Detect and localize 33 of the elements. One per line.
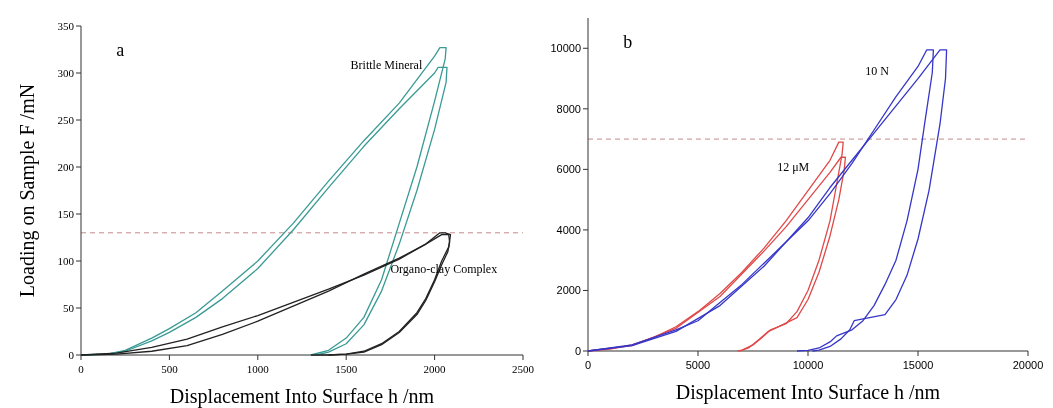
x-axis-title: Displacement Into Surface h /nm bbox=[675, 381, 941, 404]
y-tick-label: 2000 bbox=[556, 284, 581, 297]
y-tick-label: 250 bbox=[57, 114, 75, 126]
y-tick-label: 50 bbox=[63, 302, 75, 314]
x-tick-label: 0 bbox=[584, 359, 592, 371]
x-tick-label: 0 bbox=[78, 363, 85, 375]
x-tick-label: 10000 bbox=[792, 359, 824, 371]
y-tick-label: 10000 bbox=[550, 42, 581, 55]
y-tick-label: 350 bbox=[57, 20, 75, 32]
annotation: Brittle Mineral bbox=[350, 57, 423, 72]
x-tick-label: 2000 bbox=[423, 363, 447, 375]
y-tick-label: 4000 bbox=[556, 223, 581, 236]
x-tick-label: 20000 bbox=[1012, 359, 1044, 371]
x-axis-title: Displacement Into Surface h /nm bbox=[169, 385, 435, 408]
annotation: a bbox=[116, 39, 125, 60]
y-tick-label: 200 bbox=[57, 161, 75, 173]
x-tick-label: 15000 bbox=[902, 359, 934, 371]
y-tick-label: 8000 bbox=[556, 102, 581, 115]
annotation: 10 N bbox=[865, 63, 890, 78]
y-axis-title: Loading on Sample F /mN bbox=[16, 83, 39, 298]
x-tick-label: 2500 bbox=[512, 363, 535, 375]
y-tick-label: 300 bbox=[57, 67, 75, 79]
y-tick-label: 0 bbox=[68, 349, 75, 361]
y-tick-label: 6000 bbox=[556, 163, 581, 176]
x-tick-label: 1500 bbox=[335, 363, 358, 375]
y-tick-label: 100 bbox=[57, 255, 75, 267]
y-tick-label: 150 bbox=[57, 208, 75, 220]
x-tick-label: 1000 bbox=[246, 363, 270, 375]
x-tick-label: 5000 bbox=[685, 359, 711, 371]
annotation: b bbox=[623, 31, 633, 52]
x-tick-label: 500 bbox=[161, 363, 179, 375]
y-tick-label: 0 bbox=[574, 345, 581, 357]
annotation: 12 μM bbox=[777, 160, 810, 175]
